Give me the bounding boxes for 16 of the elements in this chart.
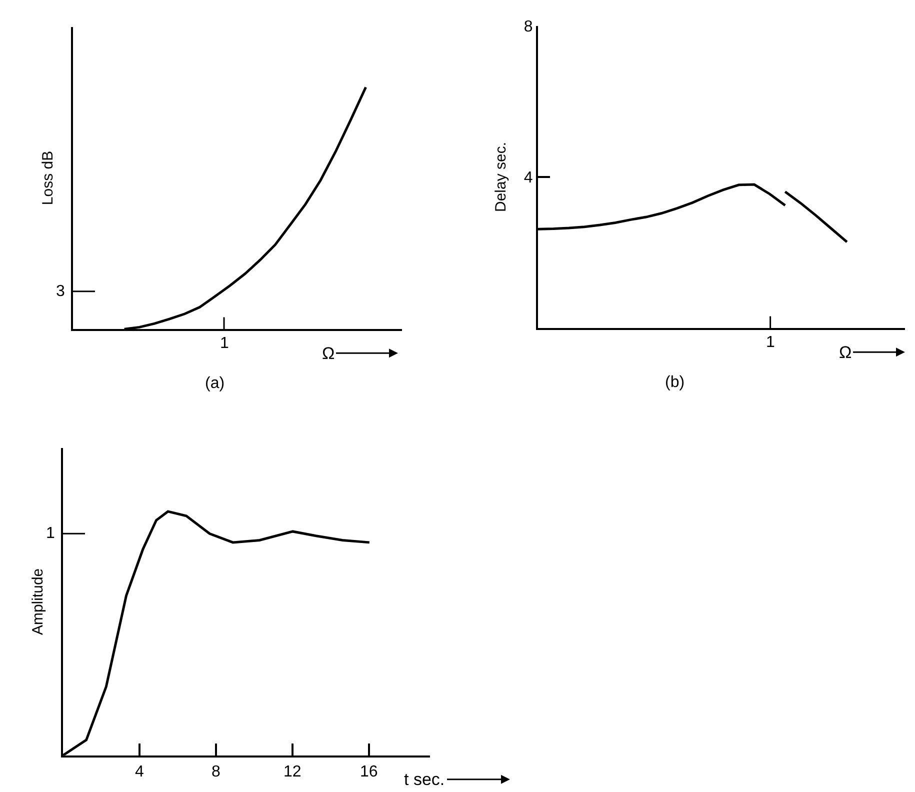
- x-tick-label: 12: [283, 764, 302, 781]
- text: (b): [665, 374, 685, 391]
- text: 3: [56, 283, 65, 300]
- text: 1: [766, 334, 775, 351]
- x-axis-title: Ω: [322, 344, 335, 363]
- y-axis-title: Delay sec.: [492, 142, 510, 212]
- y-axis-title: Loss dB: [40, 150, 57, 206]
- x-tick-label: 8: [211, 764, 220, 781]
- x-tick-label: 16: [360, 764, 378, 781]
- y-axis-title: Amplitude: [30, 568, 47, 636]
- text: 1: [46, 525, 55, 542]
- text: 1: [220, 335, 229, 352]
- x-axis-title: Ω: [839, 343, 852, 362]
- x-axis-title: t sec.: [404, 770, 445, 789]
- x-tick-label: 4: [135, 764, 144, 781]
- text: (a): [205, 375, 225, 392]
